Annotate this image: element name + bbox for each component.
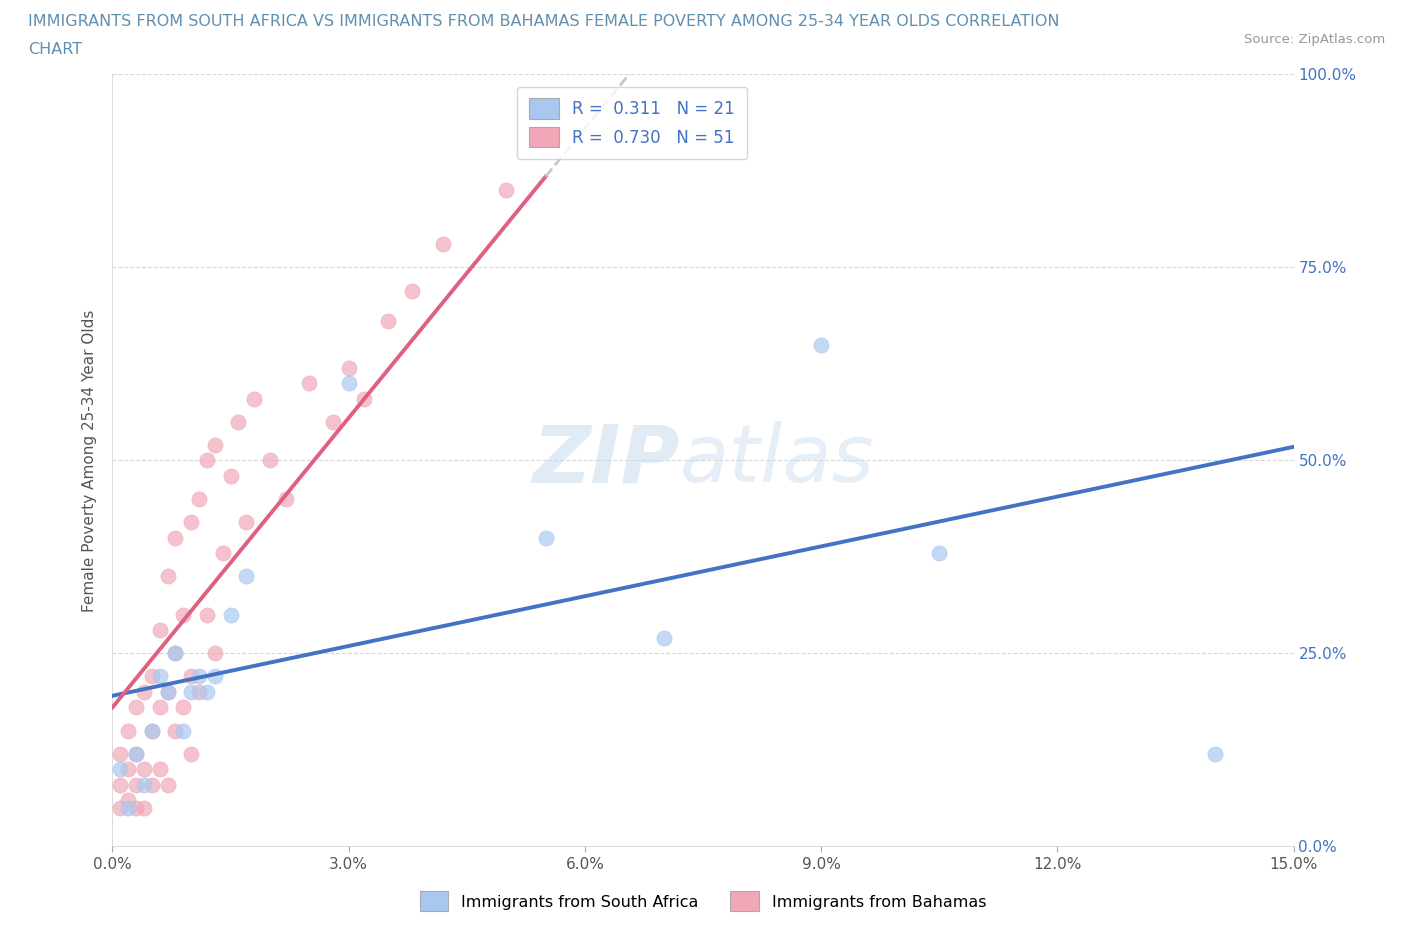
Point — [117, 724, 139, 738]
Point — [432, 237, 454, 252]
Point — [235, 514, 257, 529]
Point — [401, 283, 423, 298]
Point — [1204, 746, 1226, 761]
Point — [117, 800, 139, 815]
Point — [156, 568, 179, 584]
Text: CHART: CHART — [28, 42, 82, 57]
Point — [188, 669, 211, 684]
Point — [141, 777, 163, 792]
Point — [180, 669, 202, 684]
Point — [156, 684, 179, 699]
Legend: Immigrants from South Africa, Immigrants from Bahamas: Immigrants from South Africa, Immigrants… — [413, 885, 993, 917]
Point — [228, 415, 250, 430]
Point — [165, 724, 187, 738]
Point — [125, 800, 148, 815]
Text: Source: ZipAtlas.com: Source: ZipAtlas.com — [1244, 33, 1385, 46]
Point — [195, 607, 218, 622]
Point — [156, 684, 179, 699]
Point — [243, 392, 266, 406]
Point — [132, 762, 155, 777]
Point — [259, 453, 281, 468]
Point — [377, 314, 399, 329]
Point — [195, 453, 218, 468]
Point — [165, 646, 187, 661]
Point — [188, 491, 211, 506]
Point — [110, 800, 132, 815]
Point — [322, 415, 344, 430]
Point — [165, 646, 187, 661]
Legend: R =  0.311   N = 21, R =  0.730   N = 51: R = 0.311 N = 21, R = 0.730 N = 51 — [517, 86, 747, 159]
Point — [110, 777, 132, 792]
Point — [156, 777, 179, 792]
Point — [337, 360, 360, 375]
Point — [204, 669, 226, 684]
Point — [141, 669, 163, 684]
Point — [219, 607, 242, 622]
Point — [337, 376, 360, 391]
Point — [149, 623, 172, 638]
Point — [149, 669, 172, 684]
Point — [125, 777, 148, 792]
Text: ZIP: ZIP — [531, 421, 679, 499]
Point — [149, 762, 172, 777]
Point — [928, 546, 950, 561]
Text: IMMIGRANTS FROM SOUTH AFRICA VS IMMIGRANTS FROM BAHAMAS FEMALE POVERTY AMONG 25-: IMMIGRANTS FROM SOUTH AFRICA VS IMMIGRAN… — [28, 14, 1060, 29]
Point — [353, 392, 375, 406]
Point — [180, 514, 202, 529]
Point — [298, 376, 321, 391]
Point — [235, 568, 257, 584]
Point — [141, 724, 163, 738]
Point — [204, 437, 226, 452]
Point — [180, 746, 202, 761]
Point — [117, 762, 139, 777]
Point — [204, 646, 226, 661]
Point — [117, 792, 139, 807]
Point — [195, 684, 218, 699]
Point — [188, 684, 211, 699]
Point — [810, 338, 832, 352]
Point — [132, 684, 155, 699]
Point — [172, 724, 194, 738]
Text: atlas: atlas — [679, 421, 875, 499]
Point — [165, 530, 187, 545]
Point — [132, 800, 155, 815]
Point — [534, 530, 557, 545]
Point — [125, 700, 148, 715]
Point — [132, 777, 155, 792]
Point — [495, 183, 517, 198]
Point — [172, 700, 194, 715]
Point — [274, 491, 297, 506]
Point — [652, 631, 675, 645]
Point — [211, 546, 233, 561]
Point — [219, 469, 242, 484]
Point — [141, 724, 163, 738]
Point — [149, 700, 172, 715]
Point — [110, 746, 132, 761]
Point — [125, 746, 148, 761]
Y-axis label: Female Poverty Among 25-34 Year Olds: Female Poverty Among 25-34 Year Olds — [82, 309, 97, 612]
Point — [110, 762, 132, 777]
Point — [180, 684, 202, 699]
Point — [172, 607, 194, 622]
Point — [125, 746, 148, 761]
